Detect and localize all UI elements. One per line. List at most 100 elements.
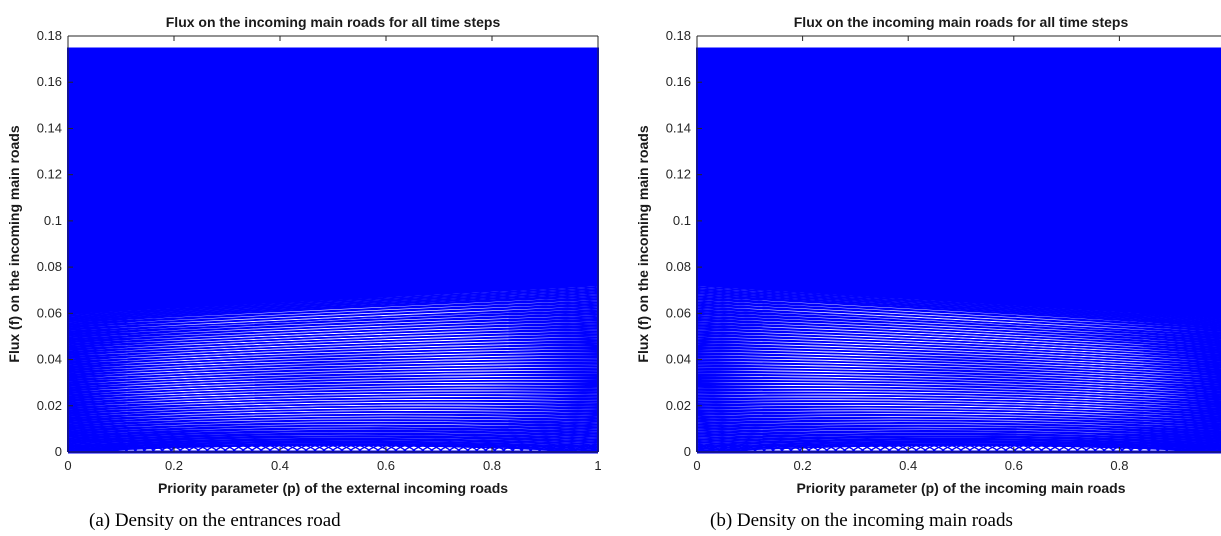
series-curve	[67, 435, 599, 444]
series-curve	[67, 421, 599, 432]
x-tick-label: 0.4	[271, 458, 289, 473]
series-curve	[696, 312, 1221, 341]
caption-a: (a) Density on the entrances road	[89, 510, 341, 531]
series-curve	[67, 364, 599, 381]
series-curve	[696, 297, 1221, 329]
x-tick-label: 1	[594, 458, 601, 473]
series-curve	[696, 435, 1221, 444]
y-axis-label: Flux (f) on the incoming main roads	[635, 125, 651, 362]
series-curve	[696, 336, 1221, 361]
series-curve	[67, 376, 599, 391]
series-curve	[67, 382, 599, 396]
series-curve	[67, 293, 599, 322]
x-tick-label: 0.8	[483, 458, 501, 473]
series-curve	[696, 339, 1221, 363]
x-tick-label: 0	[64, 458, 71, 473]
y-tick-label: 0.06	[666, 305, 691, 320]
x-tick-label: 0.8	[1110, 458, 1128, 473]
series-curve	[67, 370, 599, 386]
series-lobe	[1199, 444, 1221, 453]
series-curve	[696, 306, 1221, 336]
series-curve	[67, 373, 599, 388]
y-tick-label: 0.08	[666, 259, 691, 274]
series-curve	[67, 284, 599, 315]
series-curve	[67, 309, 599, 335]
x-axis-label: Priority parameter (p) of the external i…	[158, 480, 508, 496]
y-axis-label: Flux (f) on the incoming main roads	[6, 125, 22, 362]
series-curve	[67, 405, 599, 416]
y-tick-label: 0.12	[666, 167, 691, 182]
series-curve	[696, 361, 1221, 381]
series-curve	[67, 419, 599, 429]
series-curve	[696, 364, 1221, 383]
series-curve	[67, 290, 599, 320]
series-curve	[696, 327, 1221, 353]
series-curve	[67, 408, 599, 419]
series-curve	[696, 394, 1221, 408]
chart-title: Flux on the incoming main roads for all …	[794, 14, 1129, 30]
series-curve	[67, 367, 599, 383]
series-curve	[696, 419, 1221, 430]
series-curve	[696, 416, 1221, 427]
series-lobe	[563, 444, 597, 453]
series-curve	[696, 408, 1221, 420]
x-tick-label: 0.2	[165, 458, 183, 473]
y-tick-label: 0.12	[37, 167, 62, 182]
series-curve	[696, 309, 1221, 339]
series-curve	[696, 345, 1221, 368]
y-tick-label: 0.1	[44, 213, 62, 228]
series-curve	[67, 427, 599, 437]
series-curve	[67, 394, 599, 406]
series-curve	[696, 385, 1221, 400]
series-curve	[67, 289, 599, 318]
series-lobe	[1190, 444, 1221, 453]
series-curve	[696, 427, 1221, 437]
series-curve	[696, 286, 1221, 320]
x-tick-label: 0.2	[794, 458, 812, 473]
series-curve	[67, 438, 599, 448]
series-curve	[67, 410, 599, 421]
y-tick-label: 0.16	[37, 74, 62, 89]
series-curve	[696, 382, 1221, 398]
series-curve	[696, 376, 1221, 393]
series-curve	[696, 373, 1221, 390]
series-curve	[67, 391, 599, 404]
series-curve	[67, 433, 599, 443]
series-curve	[696, 355, 1221, 376]
series-curve	[696, 348, 1221, 371]
series-curve	[67, 303, 599, 330]
series-curve	[67, 397, 599, 409]
series-curves	[696, 47, 1221, 454]
series-curve	[696, 289, 1221, 323]
series-curve	[696, 437, 1221, 447]
y-tick-label: 0.02	[37, 398, 62, 413]
series-curve	[696, 290, 1221, 324]
series-curve	[67, 315, 599, 340]
series-curve	[696, 330, 1221, 356]
series-curve	[67, 351, 599, 371]
series-curve	[67, 432, 599, 442]
series-curve	[67, 342, 599, 363]
series-curve	[67, 297, 599, 325]
series-curve	[67, 429, 599, 439]
series-curve	[696, 370, 1221, 388]
series-curve	[67, 318, 599, 343]
series-curve	[67, 300, 599, 327]
y-tick-label: 0.14	[37, 120, 62, 135]
series-curve	[67, 413, 599, 424]
series-curve	[696, 358, 1221, 378]
y-tick-label: 0.16	[666, 74, 691, 89]
series-curve	[67, 436, 599, 446]
series-curve	[67, 424, 599, 434]
series-curve	[696, 284, 1221, 319]
series-curve	[696, 292, 1221, 325]
series-curve	[696, 321, 1221, 349]
series-curve	[67, 355, 599, 373]
series-curve	[696, 388, 1221, 403]
caption-b: (b) Density on the incoming main roads	[710, 510, 1013, 531]
series-curve	[696, 379, 1221, 395]
series-curve	[67, 399, 599, 411]
y-tick-label: 0	[684, 444, 691, 459]
series-curve	[67, 402, 599, 414]
y-tick-label: 0	[55, 444, 62, 459]
